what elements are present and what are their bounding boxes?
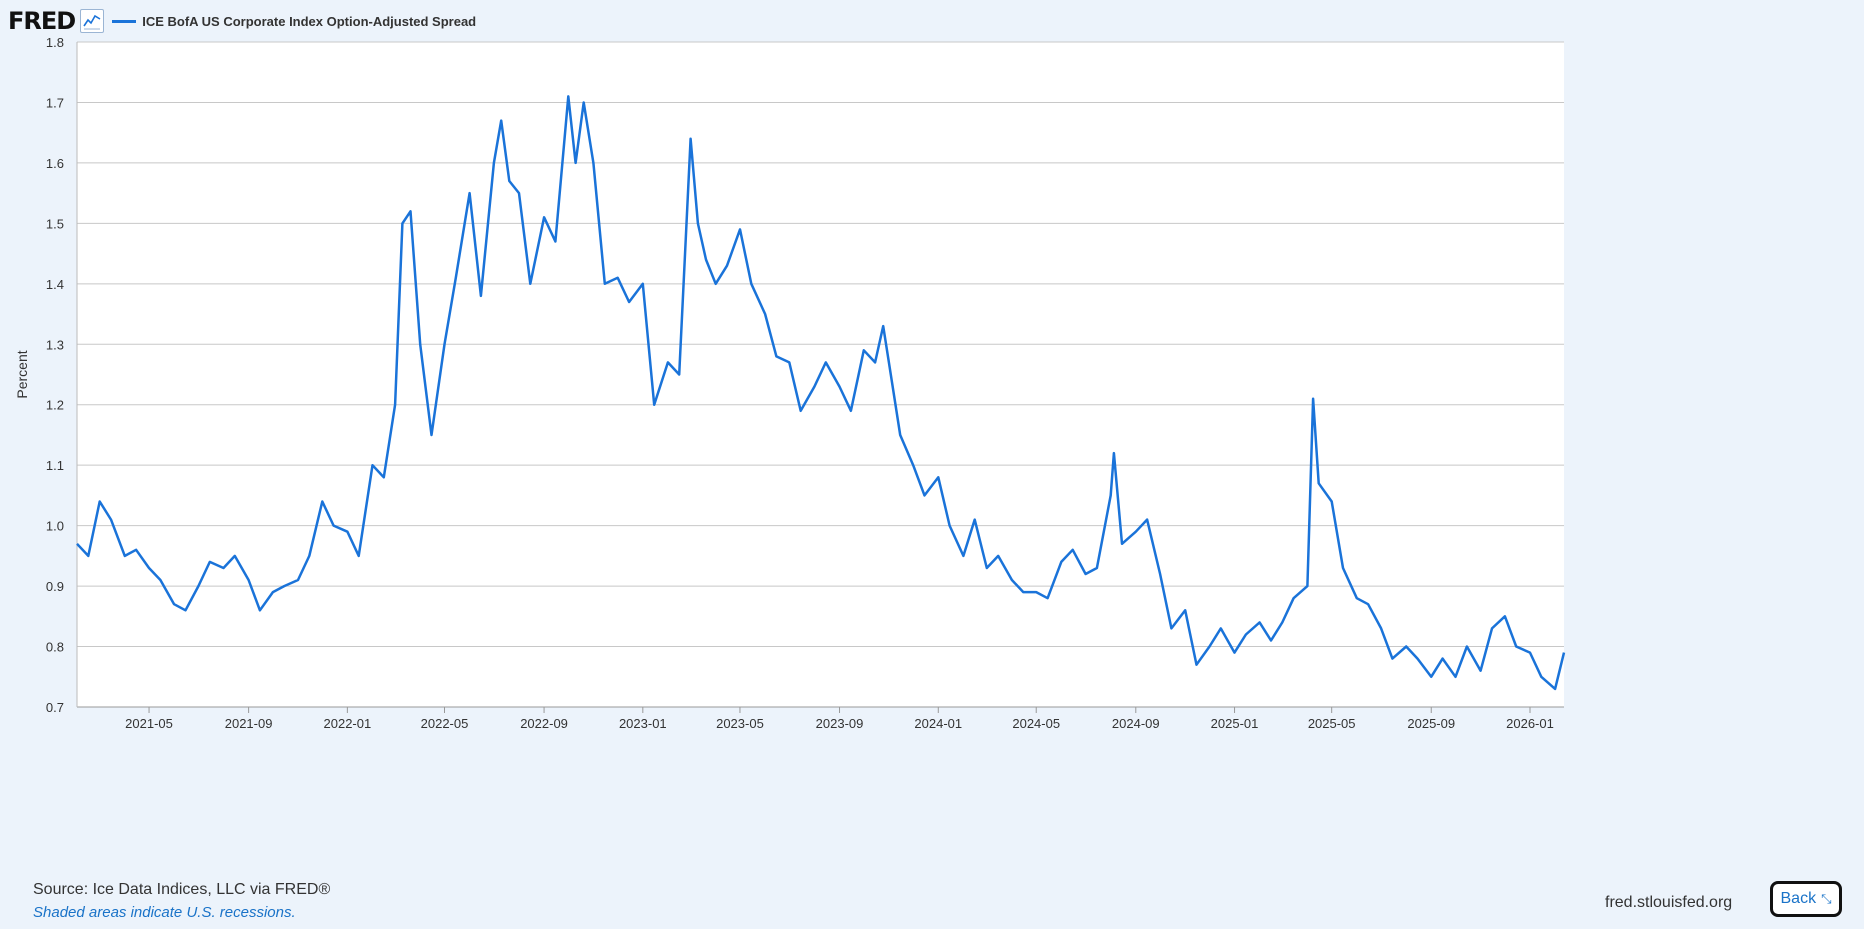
y-tick-label: 1.2	[46, 398, 64, 413]
y-tick-label: 1.4	[46, 277, 64, 292]
series-line[interactable]	[76, 95, 1566, 691]
back-button-label: Back	[1780, 890, 1817, 907]
x-tick-label: 2024-05	[1012, 716, 1060, 731]
y-tick-label: 1.5	[46, 216, 64, 231]
x-tick-label: 2022-05	[421, 716, 469, 731]
x-tick-label: 2024-09	[1112, 716, 1160, 731]
y-tick-label: 1.3	[46, 337, 64, 352]
y-tick-label: 1.0	[46, 519, 64, 534]
grid-lines	[76, 41, 1564, 708]
legend[interactable]: ICE BofA US Corporate Index Option-Adjus…	[112, 14, 476, 29]
x-tick-label: 2024-01	[914, 716, 962, 731]
y-tick-label: 1.7	[46, 95, 64, 110]
y-axis-ticks: 0.7 0.8 0.9 1.0 1.1 1.2 1.3 1.4 1.5 1.6 1.7 1.8	[46, 35, 64, 715]
line-chart-icon-graphic	[83, 14, 101, 30]
x-tick-label: 2023-09	[816, 716, 864, 731]
y-tick-label: 1.1	[46, 458, 64, 473]
y-tick-label: 0.7	[46, 700, 64, 715]
site-url[interactable]: fred.stlouisfed.org	[1605, 894, 1733, 911]
x-tick-label: 2021-09	[225, 716, 273, 731]
x-tick-label: 2021-05	[125, 716, 173, 731]
x-tick-label: 2026-01	[1506, 716, 1554, 731]
x-tick-label: 2025-09	[1407, 716, 1455, 731]
legend-swatch	[112, 19, 137, 23]
x-tick-label: 2022-09	[520, 716, 568, 731]
recession-note: Shaded areas indicate U.S. recessions.	[33, 904, 296, 921]
y-tick-label: 0.8	[46, 640, 64, 655]
y-tick-label: 1.6	[46, 156, 64, 171]
line-chart[interactable]: 0.7 0.8 0.9 1.0 1.1 1.2 1.3 1.4 1.5 1.6 1.7 1.8 202…	[0, 0, 1864, 870]
x-axis-ticks: 2021-05 2021-09 2022-01 2022-05 2022-09 2023-…	[125, 707, 1554, 731]
fred-logo[interactable]: FRED	[8, 7, 76, 35]
y-axis-label: Percent	[14, 350, 30, 398]
line-chart-icon[interactable]	[80, 9, 105, 33]
x-tick-label: 2023-05	[716, 716, 764, 731]
y-tick-label: 1.8	[46, 35, 64, 50]
x-tick-label: 2023-01	[619, 716, 667, 731]
legend-series-label: ICE BofA US Corporate Index Option-Adjus…	[142, 13, 477, 29]
chart-header: FRED ICE BofA US Corporate Index Option-…	[8, 6, 476, 36]
y-tick-label: 0.9	[46, 579, 64, 594]
x-tick-label: 2022-01	[324, 716, 372, 731]
back-button[interactable]: Back ⤡	[1770, 881, 1842, 917]
x-tick-label: 2025-05	[1308, 716, 1356, 731]
source-text: Source: Ice Data Indices, LLC via FRED®	[33, 881, 331, 898]
shrink-icon: ⤡	[1821, 891, 1832, 906]
x-tick-label: 2025-01	[1211, 716, 1259, 731]
